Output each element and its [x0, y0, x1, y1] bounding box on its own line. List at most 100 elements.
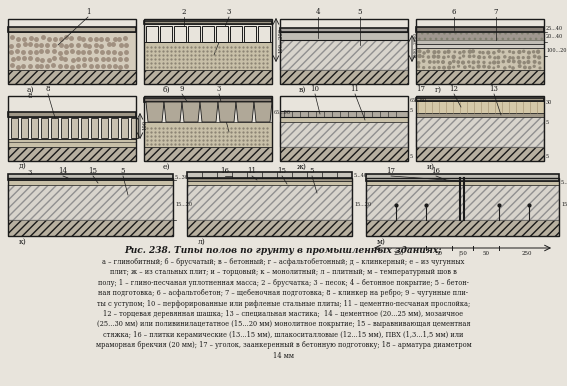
- Text: 15...20: 15...20: [354, 203, 371, 208]
- Text: 3: 3: [217, 85, 221, 93]
- Bar: [91, 118, 98, 138]
- Bar: [416, 32, 544, 40]
- Circle shape: [458, 51, 460, 53]
- Text: 16: 16: [431, 167, 441, 175]
- Circle shape: [528, 55, 531, 58]
- Bar: [144, 21, 272, 24]
- Circle shape: [533, 64, 536, 68]
- Circle shape: [479, 67, 480, 68]
- Circle shape: [424, 55, 426, 57]
- Circle shape: [438, 61, 441, 64]
- Bar: [258, 26, 270, 42]
- Circle shape: [488, 51, 490, 53]
- Text: 65...80: 65...80: [410, 98, 428, 103]
- Text: 6: 6: [452, 8, 456, 16]
- Bar: [8, 70, 136, 84]
- Bar: [280, 111, 408, 117]
- Text: 5: 5: [546, 120, 549, 125]
- Bar: [366, 185, 559, 220]
- Bar: [187, 172, 352, 178]
- Bar: [280, 19, 408, 84]
- Circle shape: [452, 51, 455, 52]
- Bar: [416, 27, 544, 32]
- Circle shape: [493, 55, 496, 58]
- Bar: [144, 122, 272, 147]
- Bar: [187, 178, 352, 236]
- Circle shape: [427, 50, 429, 52]
- Text: 13: 13: [489, 85, 498, 93]
- Circle shape: [422, 61, 424, 63]
- Bar: [8, 174, 173, 180]
- Bar: [416, 44, 544, 48]
- Text: 2: 2: [182, 8, 186, 16]
- Bar: [8, 139, 136, 147]
- Text: б): б): [162, 86, 170, 94]
- Circle shape: [473, 61, 475, 63]
- Text: 50: 50: [435, 251, 442, 256]
- Text: 16: 16: [221, 167, 230, 175]
- Circle shape: [518, 60, 521, 62]
- Polygon shape: [200, 102, 218, 122]
- Circle shape: [509, 60, 510, 62]
- Bar: [280, 32, 408, 40]
- Circle shape: [523, 51, 526, 54]
- Circle shape: [454, 55, 456, 58]
- Bar: [144, 24, 272, 42]
- Bar: [111, 118, 118, 138]
- Text: 10: 10: [311, 85, 319, 93]
- Circle shape: [433, 66, 435, 68]
- Bar: [216, 26, 228, 42]
- Circle shape: [422, 66, 424, 68]
- Text: 5: 5: [310, 167, 314, 175]
- Circle shape: [478, 61, 480, 64]
- Text: 100...200: 100...200: [278, 27, 283, 52]
- Bar: [146, 26, 158, 42]
- Bar: [8, 27, 136, 32]
- Bar: [416, 117, 544, 147]
- Bar: [187, 220, 352, 236]
- Circle shape: [428, 56, 430, 59]
- Bar: [416, 19, 544, 84]
- Circle shape: [424, 52, 426, 54]
- Text: 25...40: 25...40: [546, 27, 563, 32]
- Bar: [144, 70, 272, 84]
- Bar: [144, 42, 272, 70]
- Bar: [160, 26, 172, 42]
- Circle shape: [522, 66, 524, 68]
- Bar: [416, 70, 544, 84]
- Text: 100: 100: [142, 120, 147, 130]
- Bar: [21, 118, 28, 138]
- Circle shape: [533, 62, 535, 64]
- Circle shape: [518, 65, 521, 68]
- Text: 5...30: 5...30: [175, 175, 189, 180]
- Circle shape: [493, 50, 496, 53]
- Circle shape: [539, 60, 540, 62]
- Text: 5: 5: [546, 154, 549, 159]
- Circle shape: [458, 57, 460, 59]
- Text: а): а): [26, 86, 34, 94]
- Circle shape: [503, 50, 506, 52]
- Text: 1000...2000: 1000...2000: [414, 32, 418, 58]
- Bar: [144, 98, 272, 102]
- Bar: [131, 118, 138, 138]
- Text: 1: 1: [86, 8, 90, 16]
- Circle shape: [519, 56, 521, 58]
- Bar: [8, 180, 173, 185]
- Bar: [416, 101, 544, 113]
- Bar: [11, 118, 18, 138]
- Text: л): л): [198, 238, 206, 246]
- Text: 3: 3: [28, 169, 32, 177]
- Circle shape: [427, 61, 430, 64]
- Bar: [188, 26, 200, 42]
- Bar: [61, 118, 68, 138]
- Bar: [416, 40, 544, 44]
- Bar: [144, 96, 272, 161]
- Bar: [144, 147, 272, 161]
- Text: 8: 8: [28, 92, 32, 100]
- Circle shape: [503, 66, 505, 68]
- Text: 14: 14: [58, 167, 67, 175]
- Bar: [280, 28, 408, 32]
- Bar: [366, 181, 559, 185]
- Circle shape: [452, 66, 454, 69]
- Circle shape: [483, 55, 485, 58]
